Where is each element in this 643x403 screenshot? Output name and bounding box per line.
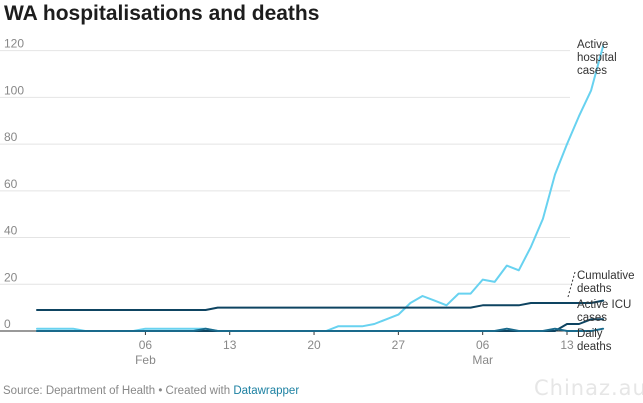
x-tick-label: 13 — [223, 338, 237, 352]
series-label-cumulative: deaths — [577, 283, 612, 295]
series-line-cumulative — [36, 299, 605, 311]
series-label-cumulative: Cumulative — [577, 270, 635, 282]
series-label-hospital: cases — [577, 65, 607, 77]
series-label-hospital: hospital — [577, 52, 617, 64]
x-tick-label: 06 — [139, 338, 153, 352]
series-label-icu: Active ICU — [577, 299, 631, 311]
y-tick-label: 20 — [4, 270, 18, 284]
series-line-icu — [36, 318, 605, 332]
series-labels: ActivehospitalcasesCumulativedeathsActiv… — [567, 39, 635, 353]
y-tick-label: 40 — [4, 224, 18, 238]
y-axis-ticks: 0 20 40 60 80 100 120 — [4, 37, 24, 331]
series-label-daily: Daily — [577, 328, 603, 340]
series-line-daily — [36, 327, 605, 332]
y-tick-label: 120 — [4, 37, 24, 51]
x-tick-label: 27 — [392, 338, 406, 352]
gridlines — [0, 50, 570, 332]
series-label-icu: cases — [577, 312, 607, 324]
y-tick-label: 0 — [4, 317, 11, 331]
y-tick-label: 80 — [4, 130, 18, 144]
series-label-daily: deaths — [577, 341, 612, 353]
datawrapper-link[interactable]: Datawrapper — [233, 385, 300, 397]
chart-title: WA hospitalisations and deaths — [4, 2, 320, 25]
y-tick-label: 60 — [4, 177, 18, 191]
cumulative-label-connector — [567, 271, 576, 298]
series-line-hospital — [36, 45, 605, 332]
y-tick-label: 100 — [4, 83, 24, 97]
source-footer: Source: Department of Health • Created w… — [3, 385, 299, 397]
series-label-hospital: Active — [577, 39, 608, 51]
series-lines — [36, 45, 605, 332]
source-text: Source: Department of Health • Created w… — [3, 385, 234, 397]
x-tick-label: 06 — [476, 338, 490, 352]
x-tick-label: 20 — [307, 338, 321, 352]
x-tick-month: Mar — [472, 353, 493, 367]
watermark: Chinaz.au — [534, 376, 643, 400]
x-tick-month: Feb — [135, 353, 156, 367]
x-tick-label: 13 — [560, 338, 574, 352]
